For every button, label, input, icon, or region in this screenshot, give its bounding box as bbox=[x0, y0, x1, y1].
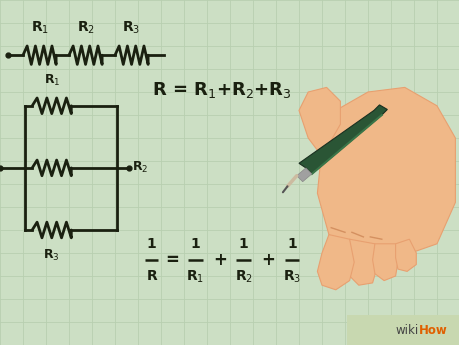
Text: 1: 1 bbox=[146, 237, 157, 251]
Text: R$_1$: R$_1$ bbox=[44, 73, 60, 88]
Text: R$_1$: R$_1$ bbox=[186, 269, 204, 285]
Polygon shape bbox=[317, 235, 353, 290]
Polygon shape bbox=[347, 239, 376, 285]
Polygon shape bbox=[296, 168, 311, 182]
Text: R$_2$: R$_2$ bbox=[132, 160, 148, 176]
Text: +: + bbox=[261, 251, 274, 269]
Text: +: + bbox=[213, 251, 226, 269]
Text: R$_3$: R$_3$ bbox=[282, 269, 301, 285]
Polygon shape bbox=[298, 87, 340, 156]
Bar bbox=[347, 315, 459, 345]
Text: How: How bbox=[418, 324, 447, 337]
Text: R$_1$: R$_1$ bbox=[30, 19, 49, 36]
Polygon shape bbox=[395, 239, 415, 272]
Text: 1: 1 bbox=[286, 237, 297, 251]
Text: R$_2$: R$_2$ bbox=[234, 269, 252, 285]
Text: R$_2$: R$_2$ bbox=[76, 19, 95, 36]
Polygon shape bbox=[372, 244, 397, 280]
Text: 1: 1 bbox=[238, 237, 248, 251]
Text: R = R$_1$+R$_2$+R$_3$: R = R$_1$+R$_2$+R$_3$ bbox=[151, 80, 291, 100]
Text: wiki: wiki bbox=[394, 324, 418, 337]
Text: R$_3$: R$_3$ bbox=[122, 19, 140, 36]
Text: =: = bbox=[165, 251, 179, 269]
Polygon shape bbox=[298, 105, 386, 174]
Polygon shape bbox=[317, 87, 454, 260]
Text: R: R bbox=[146, 269, 157, 283]
Text: R$_3$: R$_3$ bbox=[43, 247, 60, 263]
Text: 1: 1 bbox=[190, 237, 200, 251]
